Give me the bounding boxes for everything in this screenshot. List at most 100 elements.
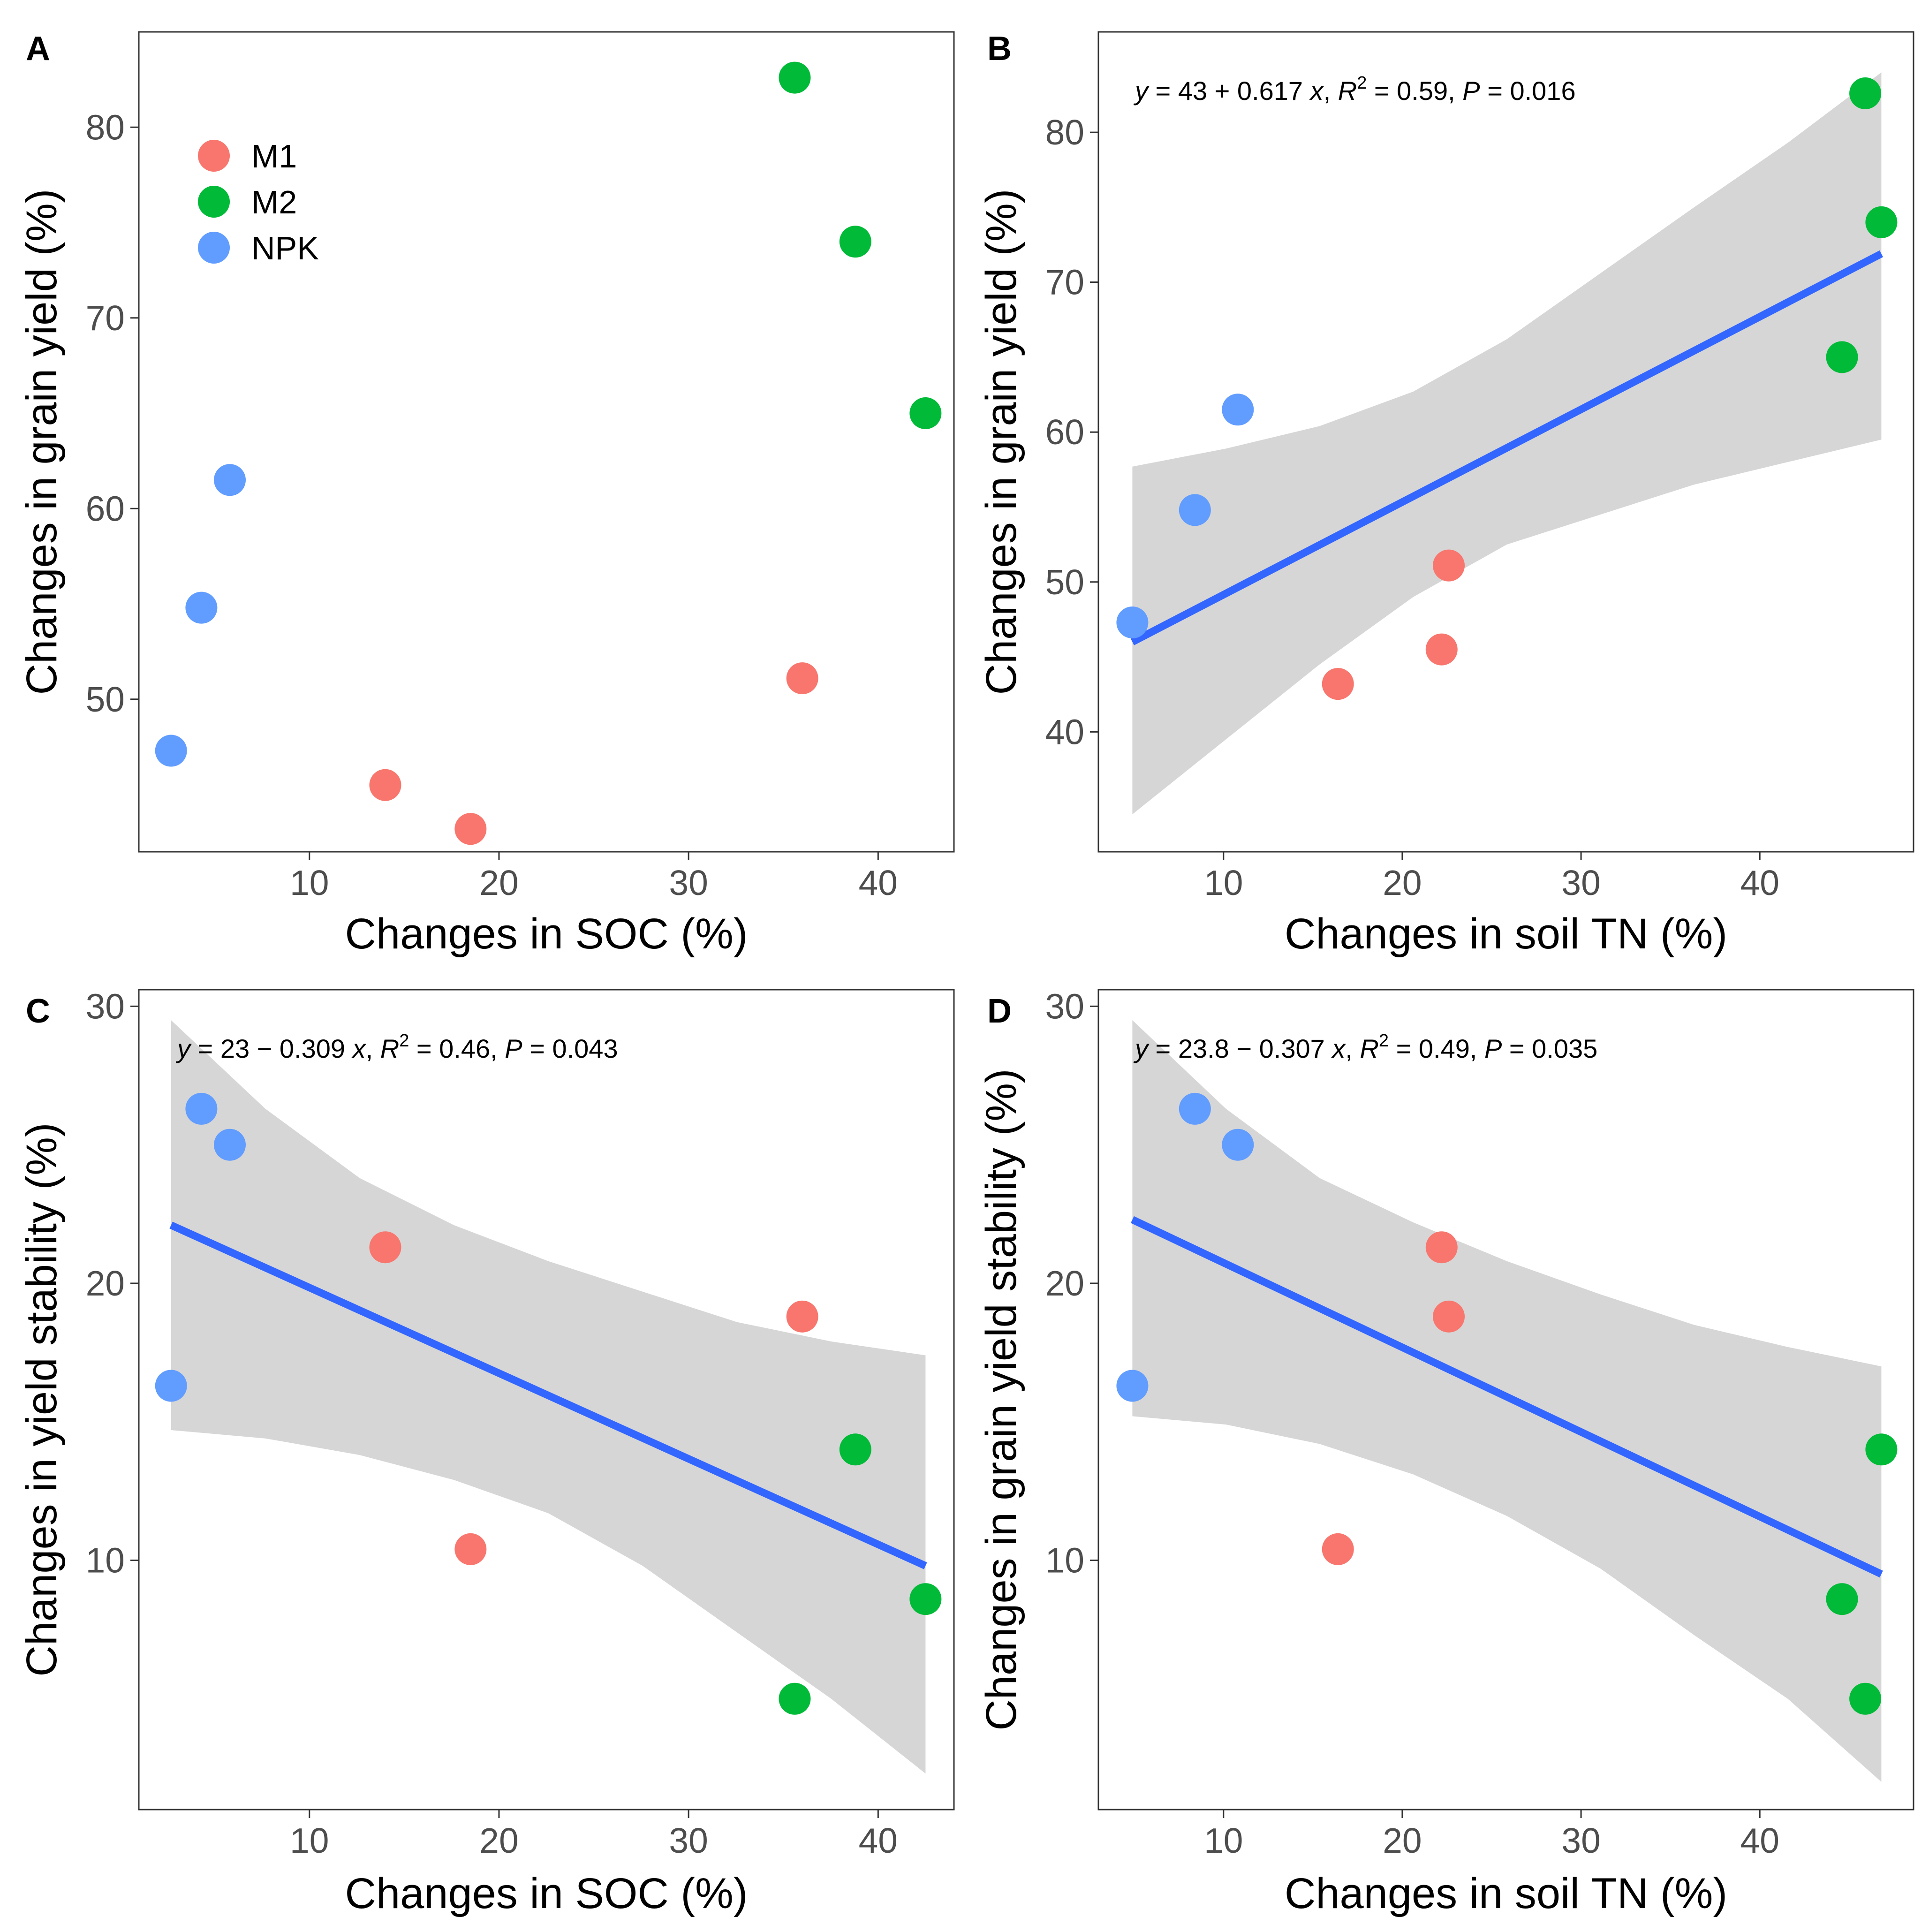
eq-p-value: = 0.035 xyxy=(1502,1034,1597,1063)
data-point-m1 xyxy=(1322,668,1354,700)
data-point-npk xyxy=(155,735,187,767)
eq-body: = 23 − 0.309 xyxy=(190,1034,353,1063)
data-point-m2 xyxy=(1865,206,1898,238)
plot-frame-a xyxy=(138,31,955,853)
data-point-m2 xyxy=(839,1433,871,1466)
y-tick-label: 60 xyxy=(1045,412,1084,452)
data-point-npk xyxy=(1179,494,1211,526)
data-point-m1 xyxy=(786,1300,818,1333)
eq-y-symbol: y xyxy=(175,1034,192,1063)
panel-d: D 10 20 30 40 10 20 30 y = 23.8 − 0.307 x, R2… xyxy=(977,986,1914,1917)
x-axis-title-a: Changes in SOC (%) xyxy=(345,910,748,958)
x-axis-title-d: Changes in soil TN (%) xyxy=(1285,1870,1727,1917)
legend-label-m1: M1 xyxy=(251,138,297,174)
eq-body: = 43 + 0.617 xyxy=(1148,76,1310,106)
eq-r-label: R xyxy=(1360,1034,1378,1063)
panel-a: A 10 20 30 40 50 60 70 80 Changes in SOC (%) C… xyxy=(18,30,955,958)
y-tick-label: 80 xyxy=(1045,113,1084,152)
data-point-m1 xyxy=(369,769,401,801)
data-point-npk xyxy=(185,1092,218,1125)
y-tick-label: 50 xyxy=(86,680,125,719)
data-point-m2 xyxy=(839,226,871,258)
data-point-npk xyxy=(1116,606,1149,639)
data-point-npk xyxy=(1179,1092,1211,1125)
y-tick-label: 60 xyxy=(86,489,125,528)
panel-c: C 10 20 30 40 10 20 30 y = 23 − 0.309 x, R2 =… xyxy=(18,986,955,1917)
x-tick-label: 10 xyxy=(1204,863,1243,902)
data-point-m2 xyxy=(779,1682,811,1715)
x-tick-label: 30 xyxy=(669,1821,708,1860)
data-point-npk xyxy=(1222,394,1254,426)
data-point-npk xyxy=(185,591,218,624)
data-point-m1 xyxy=(1322,1533,1354,1565)
data-point-m2 xyxy=(1865,1433,1898,1466)
x-tick-label: 40 xyxy=(1740,1821,1779,1860)
y-axis-title-d: Changes in grain yield stability (%) xyxy=(977,1068,1025,1730)
regression-line-d xyxy=(1130,1216,1883,1578)
x-tick-label: 40 xyxy=(1740,863,1779,902)
y-tick-label: 20 xyxy=(86,1264,125,1303)
eq-p-value: = 0.043 xyxy=(522,1034,618,1063)
eq-separator: , xyxy=(1345,1034,1360,1063)
regression-line-c xyxy=(169,1221,927,1569)
eq-r-sup: 2 xyxy=(399,1031,409,1051)
data-point-npk xyxy=(1116,1370,1149,1402)
eq-x-symbol: x xyxy=(1309,76,1324,106)
x-tick-label: 10 xyxy=(290,863,329,902)
data-point-m2 xyxy=(909,397,942,430)
y-tick-label: 30 xyxy=(1045,986,1084,1026)
plot-frame-b xyxy=(1097,31,1914,853)
regression-equation-d: y = 23.8 − 0.307 x, R2 = 0.49, P = 0.035 xyxy=(1133,1031,1597,1063)
x-tick-label: 40 xyxy=(859,863,898,902)
eq-r-sup: 2 xyxy=(1357,73,1367,93)
confidence-band-d xyxy=(1132,1020,1882,1782)
data-point-m2 xyxy=(909,1583,942,1615)
regression-equation-b: y = 43 + 0.617 x, R2 = 0.59, P = 0.016 xyxy=(1133,73,1576,106)
x-tick-label: 20 xyxy=(1383,863,1422,902)
data-point-m1 xyxy=(1433,1300,1465,1333)
y-tick-label: 10 xyxy=(1045,1541,1084,1580)
y-tick-label: 80 xyxy=(86,107,125,147)
x-tick-label: 30 xyxy=(669,863,708,902)
legend-key-npk xyxy=(198,232,230,264)
data-point-m1 xyxy=(1425,633,1458,666)
data-point-npk xyxy=(214,1129,246,1161)
data-point-m2 xyxy=(1849,1682,1882,1715)
data-point-m1 xyxy=(454,813,487,845)
legend-key-m1 xyxy=(198,140,230,172)
data-point-m1 xyxy=(1425,1231,1458,1264)
panel-b: B 10 20 30 40 40 50 60 70 80 y = 43 + 0.617 x, … xyxy=(977,30,1914,958)
y-tick-label: 10 xyxy=(86,1541,125,1580)
eq-p-label: P xyxy=(1462,76,1480,106)
panel-letter-d: D xyxy=(987,993,1012,1030)
eq-r-sup: 2 xyxy=(1379,1031,1389,1051)
y-tick-label: 50 xyxy=(1045,562,1084,602)
y-tick-label: 70 xyxy=(86,298,125,338)
confidence-band-b xyxy=(1132,72,1882,815)
data-point-m1 xyxy=(1433,549,1465,582)
data-point-m2 xyxy=(1826,341,1858,373)
y-tick-label: 70 xyxy=(1045,263,1084,302)
legend-label-npk: NPK xyxy=(251,230,319,266)
data-point-m2 xyxy=(779,61,811,94)
eq-p-label: P xyxy=(505,1034,522,1063)
y-tick-label: 20 xyxy=(1045,1264,1084,1303)
eq-r-value: = 0.49, xyxy=(1389,1034,1484,1063)
eq-x-symbol: x xyxy=(351,1034,367,1063)
legend-label-m2: M2 xyxy=(251,184,297,220)
x-tick-label: 30 xyxy=(1561,1821,1600,1860)
plot-frame-c xyxy=(138,989,955,1811)
x-axis-title-c: Changes in SOC (%) xyxy=(345,1870,748,1917)
panel-letter-c: C xyxy=(26,993,50,1030)
y-tick-label: 40 xyxy=(1045,712,1084,751)
x-tick-label: 20 xyxy=(479,863,518,902)
eq-y-symbol: y xyxy=(1133,76,1150,106)
eq-r-value: = 0.59, xyxy=(1367,76,1462,106)
data-point-npk xyxy=(1222,1129,1254,1161)
legend: M1 M2 NPK xyxy=(198,138,319,266)
eq-x-symbol: x xyxy=(1331,1034,1346,1063)
x-axis-title-b: Changes in soil TN (%) xyxy=(1285,910,1727,958)
panel-letter-b: B xyxy=(987,30,1012,68)
eq-separator: , xyxy=(1324,76,1338,106)
